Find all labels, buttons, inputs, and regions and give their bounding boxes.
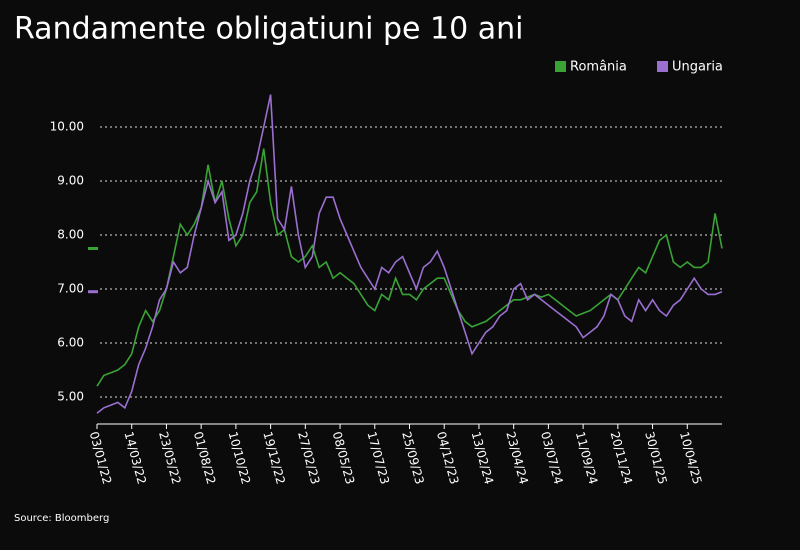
legend-swatch <box>657 61 668 72</box>
legend: România Ungaria <box>555 60 723 75</box>
y-tick-label: 6.00 <box>57 336 84 350</box>
y-tick-label: 5.00 <box>57 390 84 404</box>
series-line <box>96 94 723 414</box>
last-value-marker <box>88 290 98 294</box>
legend-swatch <box>555 61 566 72</box>
chart-title: Randamente obligatiuni pe 10 ani <box>14 12 523 47</box>
source: Source: Bloomberg <box>14 513 109 524</box>
legend-label: România <box>570 60 627 75</box>
y-tick-label: 7.00 <box>57 282 84 296</box>
legend-label: Ungaria <box>672 60 723 75</box>
y-tick-label: 8.00 <box>57 228 84 242</box>
y-tick-label: 9.00 <box>57 174 84 188</box>
last-value-marker <box>88 247 98 250</box>
y-tick-label: 10.00 <box>50 120 84 134</box>
